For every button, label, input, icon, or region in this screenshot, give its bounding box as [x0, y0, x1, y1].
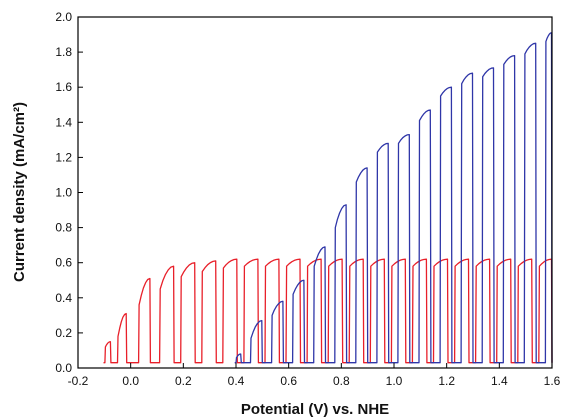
y-axis-title: Current density (mA/cm²) [11, 102, 28, 282]
y-tick-label: 0.6 [55, 256, 72, 270]
series-layer [103, 32, 553, 364]
y-tick-label: 0.0 [55, 361, 72, 375]
y-tick-label: 0.8 [55, 221, 72, 235]
x-tick-label: 1.0 [386, 374, 403, 388]
x-tick-label: 0.8 [333, 374, 350, 388]
y-tick-label: 0.4 [55, 291, 72, 305]
y-tick-label: 1.6 [55, 80, 72, 94]
series-line-0 [103, 258, 553, 364]
x-tick-label: 0.6 [280, 374, 297, 388]
plot-frame [77, 16, 553, 369]
x-tick-label: 1.4 [491, 374, 508, 388]
series-line-1 [234, 32, 553, 364]
x-tick-label: 1.2 [438, 374, 455, 388]
x-tick-label: 0.4 [228, 374, 245, 388]
x-tick-label: -0.2 [68, 374, 89, 388]
x-tick-label: 1.6 [544, 374, 561, 388]
y-tick-label: 0.2 [55, 326, 72, 340]
ticks-layer: -0.2 0.0 0.2 0.4 0.6 0.8 1.0 1.2 1.4 1.60.00.20.4… [55, 10, 560, 388]
y-tick-label: 1.4 [55, 115, 72, 129]
x-axis-title: Potential (V) vs. NHE [241, 401, 389, 418]
x-tick-label: 0.0 [122, 374, 139, 388]
y-tick-label: 1.0 [55, 186, 72, 200]
y-tick-label: 1.8 [55, 45, 72, 59]
x-tick-label: 0.2 [175, 374, 192, 388]
y-tick-label: 2.0 [55, 10, 72, 24]
y-tick-label: 1.2 [55, 150, 72, 164]
